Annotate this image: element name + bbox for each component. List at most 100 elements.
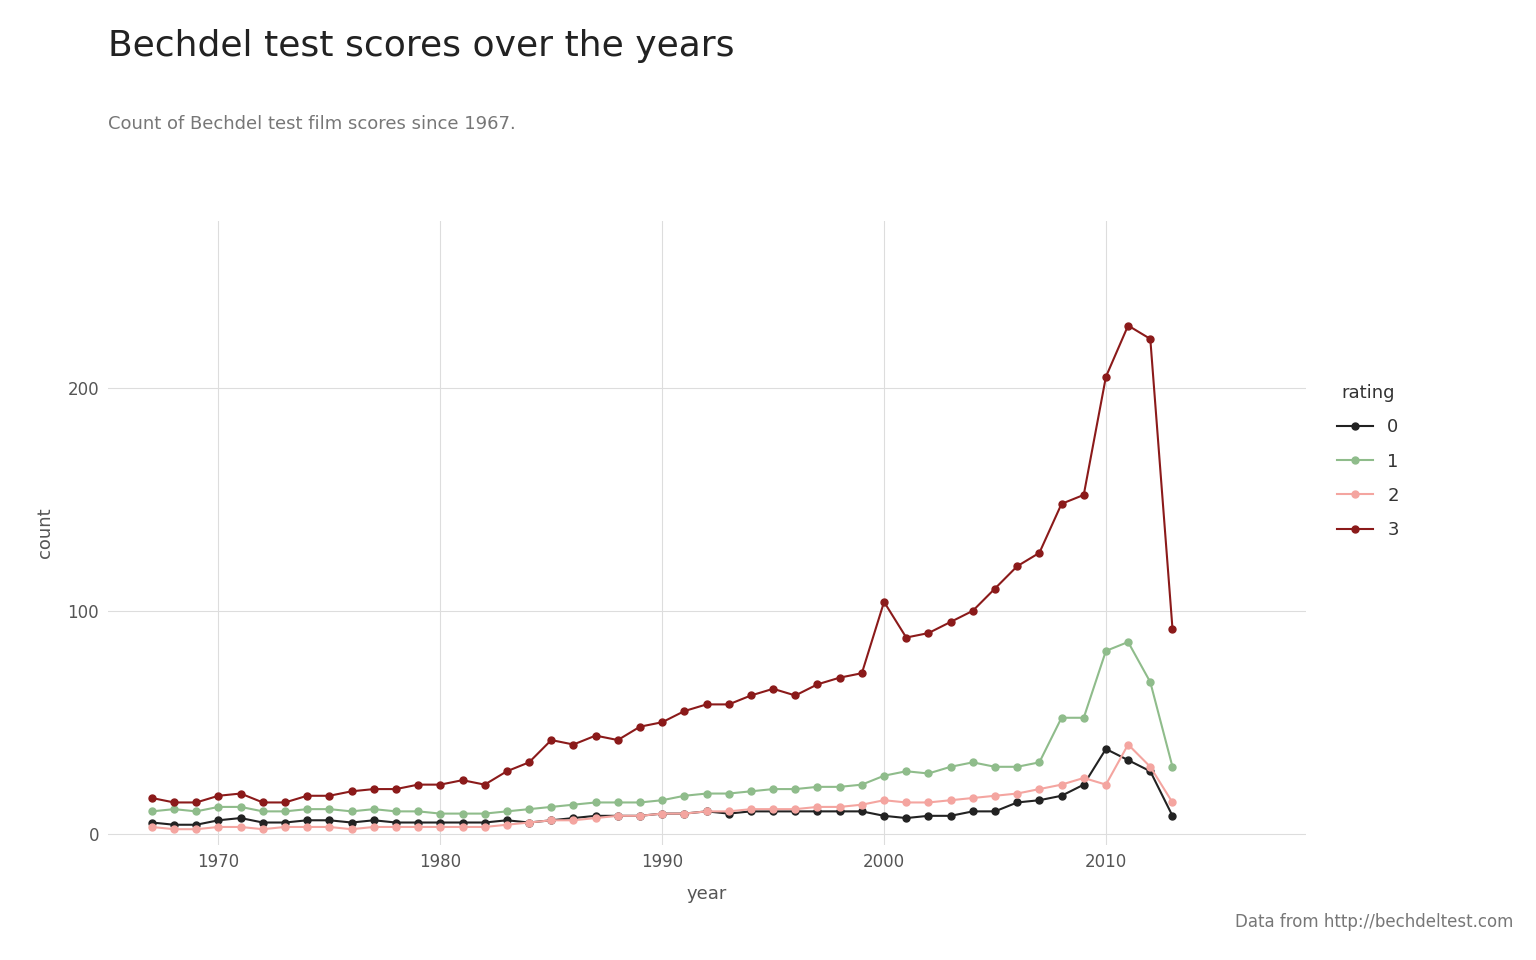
3 <box>1163 623 1181 635</box>
Legend: 0, 1, 2, 3: 0, 1, 2, 3 <box>1330 376 1405 546</box>
1 <box>608 797 627 808</box>
2 <box>676 808 694 820</box>
2 <box>919 797 937 808</box>
Line: 2: 2 <box>149 741 1177 832</box>
2 <box>542 814 561 826</box>
3 <box>1075 490 1094 501</box>
0 <box>564 812 582 824</box>
1 <box>697 788 716 800</box>
3 <box>253 797 272 808</box>
2 <box>831 802 849 813</box>
2 <box>1052 779 1071 790</box>
1 <box>498 805 516 817</box>
1 <box>986 761 1005 773</box>
1 <box>253 805 272 817</box>
0 <box>209 814 227 826</box>
2 <box>164 824 183 835</box>
1 <box>319 804 338 815</box>
2 <box>476 821 495 832</box>
0 <box>476 817 495 828</box>
1 <box>653 795 671 806</box>
0 <box>1097 743 1115 755</box>
0 <box>143 817 161 828</box>
0 <box>719 808 737 820</box>
3 <box>542 734 561 746</box>
1 <box>476 808 495 820</box>
2 <box>1163 797 1181 808</box>
1 <box>432 808 450 820</box>
1 <box>519 804 538 815</box>
2 <box>343 824 361 835</box>
1 <box>719 788 737 800</box>
3 <box>608 734 627 746</box>
2 <box>631 810 650 822</box>
3 <box>742 689 760 701</box>
2 <box>1141 761 1160 773</box>
0 <box>1075 779 1094 790</box>
2 <box>808 802 826 813</box>
2 <box>209 821 227 832</box>
1 <box>852 779 871 790</box>
3 <box>564 739 582 751</box>
0 <box>1052 790 1071 802</box>
0 <box>587 810 605 822</box>
2 <box>298 821 316 832</box>
2 <box>608 810 627 822</box>
3 <box>232 788 250 800</box>
0 <box>1031 795 1049 806</box>
3 <box>519 756 538 768</box>
3 <box>852 667 871 679</box>
3 <box>587 730 605 741</box>
2 <box>1075 772 1094 783</box>
2 <box>409 821 427 832</box>
3 <box>676 706 694 717</box>
0 <box>519 817 538 828</box>
0 <box>831 805 849 817</box>
1 <box>409 805 427 817</box>
1 <box>631 797 650 808</box>
1 <box>143 805 161 817</box>
1 <box>542 802 561 813</box>
1 <box>1118 636 1137 648</box>
3 <box>897 632 915 643</box>
Y-axis label: count: count <box>35 508 54 558</box>
0 <box>432 817 450 828</box>
0 <box>742 805 760 817</box>
0 <box>1163 810 1181 822</box>
3 <box>209 790 227 802</box>
0 <box>364 814 382 826</box>
0 <box>387 817 406 828</box>
3 <box>143 792 161 804</box>
1 <box>387 805 406 817</box>
0 <box>253 817 272 828</box>
0 <box>942 810 960 822</box>
0 <box>1141 765 1160 777</box>
3 <box>808 679 826 690</box>
3 <box>1097 371 1115 382</box>
2 <box>1008 788 1026 800</box>
0 <box>187 819 206 830</box>
Text: Data from http://bechdeltest.com: Data from http://bechdeltest.com <box>1235 913 1513 931</box>
1 <box>1052 712 1071 724</box>
0 <box>276 817 295 828</box>
0 <box>343 817 361 828</box>
Line: 1: 1 <box>149 638 1177 817</box>
1 <box>164 804 183 815</box>
1 <box>1141 677 1160 688</box>
0 <box>631 810 650 822</box>
0 <box>409 817 427 828</box>
2 <box>697 805 716 817</box>
0 <box>919 810 937 822</box>
3 <box>432 779 450 790</box>
3 <box>319 790 338 802</box>
1 <box>919 768 937 780</box>
1 <box>808 781 826 793</box>
2 <box>143 821 161 832</box>
2 <box>387 821 406 832</box>
1 <box>1008 761 1026 773</box>
2 <box>763 804 782 815</box>
0 <box>608 810 627 822</box>
1 <box>786 783 805 795</box>
2 <box>1097 779 1115 790</box>
3 <box>942 616 960 628</box>
